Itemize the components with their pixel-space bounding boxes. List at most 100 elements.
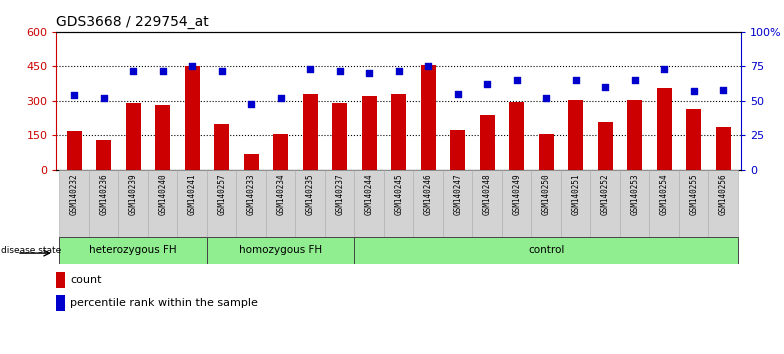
Text: homozygous FH: homozygous FH: [239, 245, 322, 256]
Point: [481, 81, 493, 87]
Bar: [413, 170, 443, 237]
Bar: [244, 154, 259, 170]
Bar: [502, 170, 532, 237]
Bar: [480, 115, 495, 170]
Bar: [443, 170, 473, 237]
Bar: [568, 100, 583, 170]
Bar: [185, 67, 200, 170]
Bar: [155, 105, 170, 170]
Text: GSM140245: GSM140245: [394, 173, 403, 215]
Text: GSM140236: GSM140236: [99, 173, 108, 215]
Bar: [266, 170, 296, 237]
Point: [510, 77, 523, 83]
Text: GSM140252: GSM140252: [601, 173, 610, 215]
Bar: [391, 94, 406, 170]
Bar: [620, 170, 649, 237]
Bar: [237, 170, 266, 237]
Bar: [450, 130, 465, 170]
Point: [274, 95, 287, 101]
Bar: [67, 131, 82, 170]
Bar: [473, 170, 502, 237]
Bar: [354, 170, 384, 237]
Bar: [207, 170, 237, 237]
Point: [569, 77, 582, 83]
Bar: [532, 170, 561, 237]
Bar: [627, 100, 642, 170]
Point: [452, 91, 464, 97]
Bar: [686, 109, 701, 170]
Bar: [56, 272, 65, 288]
Bar: [296, 170, 325, 237]
Point: [97, 95, 110, 101]
Point: [304, 66, 317, 72]
Text: GSM140239: GSM140239: [129, 173, 138, 215]
Bar: [332, 103, 347, 170]
Bar: [56, 295, 65, 311]
Text: GSM140257: GSM140257: [217, 173, 226, 215]
Text: GSM140248: GSM140248: [483, 173, 492, 215]
Point: [68, 92, 81, 98]
Bar: [597, 122, 612, 170]
Bar: [325, 170, 354, 237]
Point: [599, 84, 612, 90]
Bar: [510, 102, 524, 170]
Bar: [649, 170, 679, 237]
Text: GSM140237: GSM140237: [336, 173, 344, 215]
Point: [186, 64, 198, 69]
Text: GSM140247: GSM140247: [453, 173, 462, 215]
Text: GDS3668 / 229754_at: GDS3668 / 229754_at: [56, 16, 209, 29]
Bar: [384, 170, 413, 237]
Bar: [590, 170, 620, 237]
Text: GSM140234: GSM140234: [276, 173, 285, 215]
Bar: [274, 134, 288, 170]
Bar: [125, 103, 140, 170]
Text: GSM140254: GSM140254: [659, 173, 669, 215]
Text: GSM140232: GSM140232: [70, 173, 78, 215]
Point: [688, 88, 700, 94]
Point: [629, 77, 641, 83]
Bar: [561, 170, 590, 237]
Bar: [96, 140, 111, 170]
Text: GSM140240: GSM140240: [158, 173, 167, 215]
Point: [363, 70, 376, 76]
Point: [392, 68, 405, 73]
Bar: [60, 237, 207, 264]
Bar: [716, 127, 731, 170]
Bar: [177, 170, 207, 237]
Point: [333, 68, 346, 73]
Text: count: count: [70, 275, 102, 285]
Bar: [539, 134, 554, 170]
Text: percentile rank within the sample: percentile rank within the sample: [70, 298, 258, 308]
Point: [216, 68, 228, 73]
Bar: [354, 237, 738, 264]
Bar: [679, 170, 709, 237]
Bar: [303, 94, 318, 170]
Text: GSM140249: GSM140249: [512, 173, 521, 215]
Text: heterozygous FH: heterozygous FH: [89, 245, 177, 256]
Text: GSM140256: GSM140256: [719, 173, 728, 215]
Bar: [421, 65, 436, 170]
Bar: [657, 88, 672, 170]
Bar: [89, 170, 118, 237]
Bar: [207, 237, 354, 264]
Bar: [60, 170, 89, 237]
Bar: [148, 170, 177, 237]
Text: GSM140253: GSM140253: [630, 173, 639, 215]
Text: disease state: disease state: [1, 246, 61, 255]
Text: GSM140235: GSM140235: [306, 173, 314, 215]
Bar: [118, 170, 148, 237]
Bar: [709, 170, 738, 237]
Point: [422, 64, 434, 69]
Point: [658, 66, 670, 72]
Text: GSM140246: GSM140246: [423, 173, 433, 215]
Bar: [214, 124, 229, 170]
Text: GSM140250: GSM140250: [542, 173, 550, 215]
Point: [127, 68, 140, 73]
Point: [717, 87, 729, 93]
Point: [156, 68, 169, 73]
Text: GSM140251: GSM140251: [572, 173, 580, 215]
Text: GSM140241: GSM140241: [187, 173, 197, 215]
Point: [540, 95, 553, 101]
Text: control: control: [528, 245, 564, 256]
Text: GSM140255: GSM140255: [689, 173, 699, 215]
